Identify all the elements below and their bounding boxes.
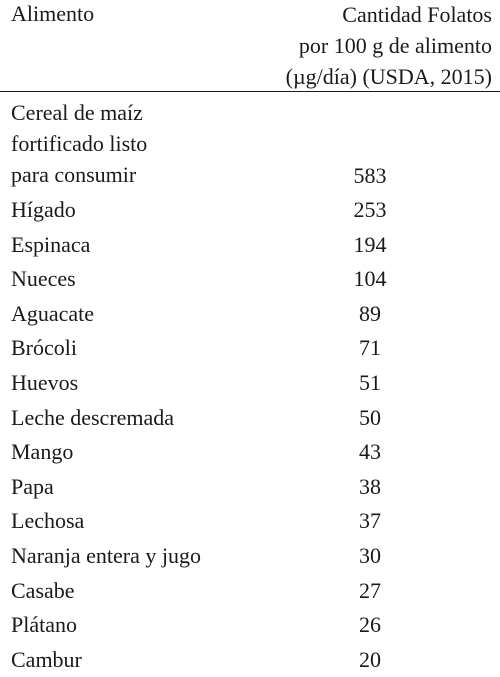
food-name: Espinaca [11,231,91,257]
table-row: Nueces 104 [0,262,500,297]
folate-value: 51 [359,369,381,395]
folate-value: 253 [353,197,387,222]
food-name: Huevos [11,369,79,395]
table-row: Espinaca 194 [0,228,500,263]
folate-value: 30 [359,542,381,568]
header-folate-line-1: Cantidad Folatos [342,2,492,27]
header-food-column: Alimento [11,1,95,26]
first-row-name-line-1: Cereal de maíz [11,100,143,125]
table-row-first-name: Cereal de maíz fortificado listo para co… [11,97,147,190]
folate-value: 27 [359,577,381,603]
header-folate-line-3: (µg/día) (USDA, 2015) [285,64,492,89]
food-name: Cambur [11,646,82,672]
table-row: Papa 38 [0,470,500,505]
table-row: Hígado 253 [0,193,500,228]
header-folate-column: Cantidad Folatos por 100 g de alimento (… [202,0,492,92]
folate-value: 20 [359,646,381,672]
table-row: Brócoli 71 [0,331,500,366]
table-row: Casabe 27 [0,574,500,609]
table-row: Lechosa 37 [0,504,500,539]
table-row: Leche descremada 50 [0,401,500,436]
food-name: Plátano [11,612,77,638]
food-name: Aguacate [11,300,95,326]
table-row: Aguacate 89 [0,297,500,332]
food-name: Nueces [11,266,76,292]
folate-value: 38 [359,473,381,499]
table-body: Hígado 253 Espinaca 194 Nueces 104 Aguacate 89 B… [0,193,500,677]
folate-value: 104 [353,266,387,292]
table-row: Cambur 20 [0,643,500,677]
food-name: Hígado [11,197,76,222]
header-divider [0,91,500,93]
table-row: Mango 43 [0,435,500,470]
folate-value: 71 [359,335,381,361]
food-name: Lechosa [11,508,85,534]
first-row-name-line-3: para consumir [11,162,137,187]
folate-value: 37 [359,508,381,534]
folate-value: 89 [359,300,381,326]
food-name: Casabe [11,577,75,603]
folate-value: 50 [359,404,381,430]
table-row: Plátano 26 [0,608,500,643]
food-name: Leche descremada [11,404,175,430]
food-name: Mango [11,439,74,465]
food-name: Papa [11,473,54,499]
first-row-value: 583 [353,163,387,188]
header-folate-line-2: por 100 g de alimento [298,33,492,58]
food-name: Brócoli [11,335,77,361]
first-row-name-line-2: fortificado listo [11,131,148,156]
folate-value: 26 [359,612,381,638]
table-row: Huevos 51 [0,366,500,401]
folate-value: 194 [353,231,387,257]
folate-value: 43 [359,439,381,465]
food-name: Naranja entera y jugo [11,542,201,568]
table-row: Naranja entera y jugo 30 [0,539,500,574]
